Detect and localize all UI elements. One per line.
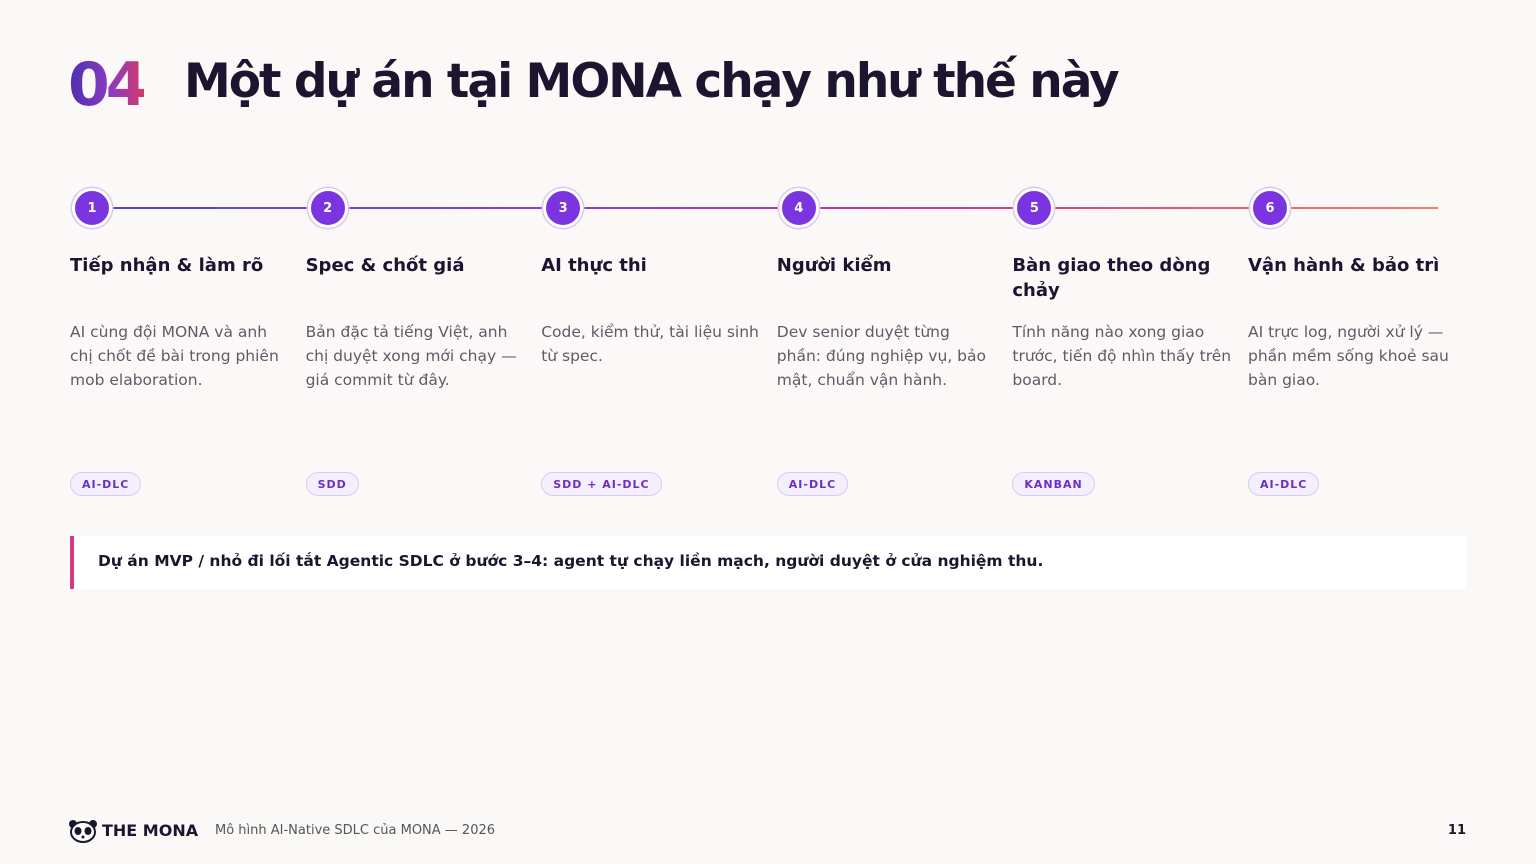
step-tag: AI-DLC	[776, 472, 849, 496]
step-number: 4	[778, 188, 819, 228]
step-description: Tính năng nào xong giao trước, tiến độ n…	[1012, 323, 1232, 389]
step-description: Code, kiểm thử, tài liệu sinh từ spec.	[541, 323, 759, 365]
step-title: Tiếp nhận & làm rõ	[70, 255, 264, 276]
step-tag: SDD + AI-DLC	[541, 472, 662, 496]
step-title: Vận hành & bảo trì	[1248, 255, 1440, 276]
step-description: AI trực log, người xử lý — phần mềm sống…	[1248, 323, 1449, 389]
panda-logo	[69, 820, 97, 843]
step-number: 3	[543, 188, 584, 228]
note-text: Dự án MVP / nhỏ đi lối tắt Agentic SDLC …	[98, 552, 1044, 570]
slide-title: Một dự án tại MONA chạy như thế này	[184, 54, 1120, 109]
step-tag: SDD	[305, 472, 359, 496]
footer-brand: THE MONA	[102, 821, 199, 840]
step-title: Người kiểm	[776, 255, 892, 276]
section-number: 04	[68, 50, 147, 120]
step-tag: KANBAN	[1012, 472, 1095, 496]
step-title: AI thực thi	[541, 255, 647, 276]
page-number: 11	[1447, 823, 1466, 838]
step-number: 2	[307, 188, 348, 228]
step-number: 5	[1014, 188, 1055, 228]
step-tag: AI-DLC	[1248, 472, 1320, 496]
footer-text: Mô hình AI-Native SDLC của MONA — 2026	[215, 823, 496, 838]
step-number: 6	[1250, 188, 1290, 228]
step-number: 1	[72, 188, 112, 228]
step-title: Spec & chốt giá	[305, 255, 465, 276]
step-description: Dev senior duyệt từng phần: đúng nghiệp …	[776, 323, 986, 389]
note-box: Dự án MVP / nhỏ đi lối tắt Agentic SDLC …	[70, 536, 1466, 589]
step-title: Bàn giao theo dòng chảy	[1012, 255, 1211, 301]
step-description: AI cùng đội MONA và anh chị chốt đề bài …	[70, 323, 279, 389]
step-description: Bản đặc tả tiếng Việt, anh chị duyệt xon…	[305, 323, 517, 389]
step-tag: AI-DLC	[70, 472, 142, 496]
timeline-line	[92, 207, 1438, 209]
